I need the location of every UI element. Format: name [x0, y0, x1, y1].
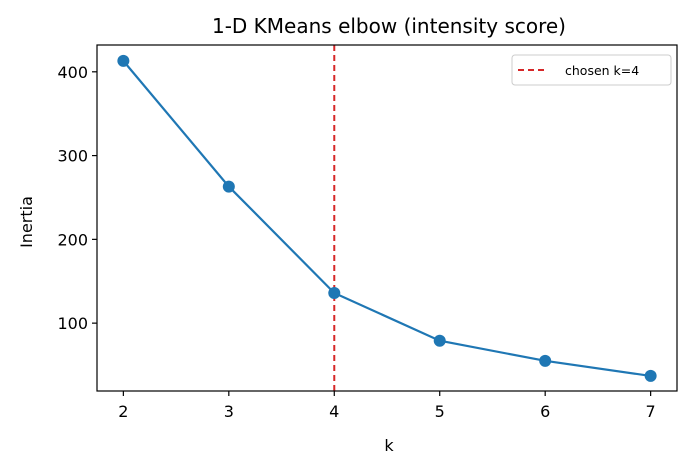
data-point-k2 [117, 54, 130, 67]
x-tick-label: 4 [329, 402, 339, 421]
data-point-k4 [328, 286, 341, 299]
y-axis-ticks: 100 200 300 400 [57, 63, 97, 333]
y-tick-label: 100 [57, 314, 88, 333]
plot-area [117, 45, 657, 391]
data-point-k6 [539, 354, 552, 367]
data-point-k5 [433, 334, 446, 347]
data-point-k3 [222, 180, 235, 193]
inertia-line [122, 60, 651, 378]
legend-label: chosen k=4 [565, 63, 639, 78]
x-tick-label: 3 [224, 402, 234, 421]
x-tick-label: 6 [540, 402, 550, 421]
chart-title: 1-D KMeans elbow (intensity score) [212, 14, 566, 38]
legend: chosen k=4 [511, 54, 672, 86]
y-axis-label: Inertia [17, 196, 36, 248]
axes-frame [96, 44, 678, 392]
y-tick-label: 300 [57, 147, 88, 166]
legend-box [511, 54, 672, 86]
y-tick-label: 400 [57, 63, 88, 82]
x-tick-label: 7 [646, 402, 656, 421]
x-tick-label: 5 [435, 402, 445, 421]
x-axis-ticks: 2 3 4 5 6 7 [118, 391, 656, 421]
data-point-k7 [644, 369, 657, 382]
inertia-markers [117, 54, 657, 382]
x-axis-label: k [384, 436, 394, 455]
y-tick-label: 200 [57, 230, 88, 249]
x-tick-label: 2 [118, 402, 128, 421]
